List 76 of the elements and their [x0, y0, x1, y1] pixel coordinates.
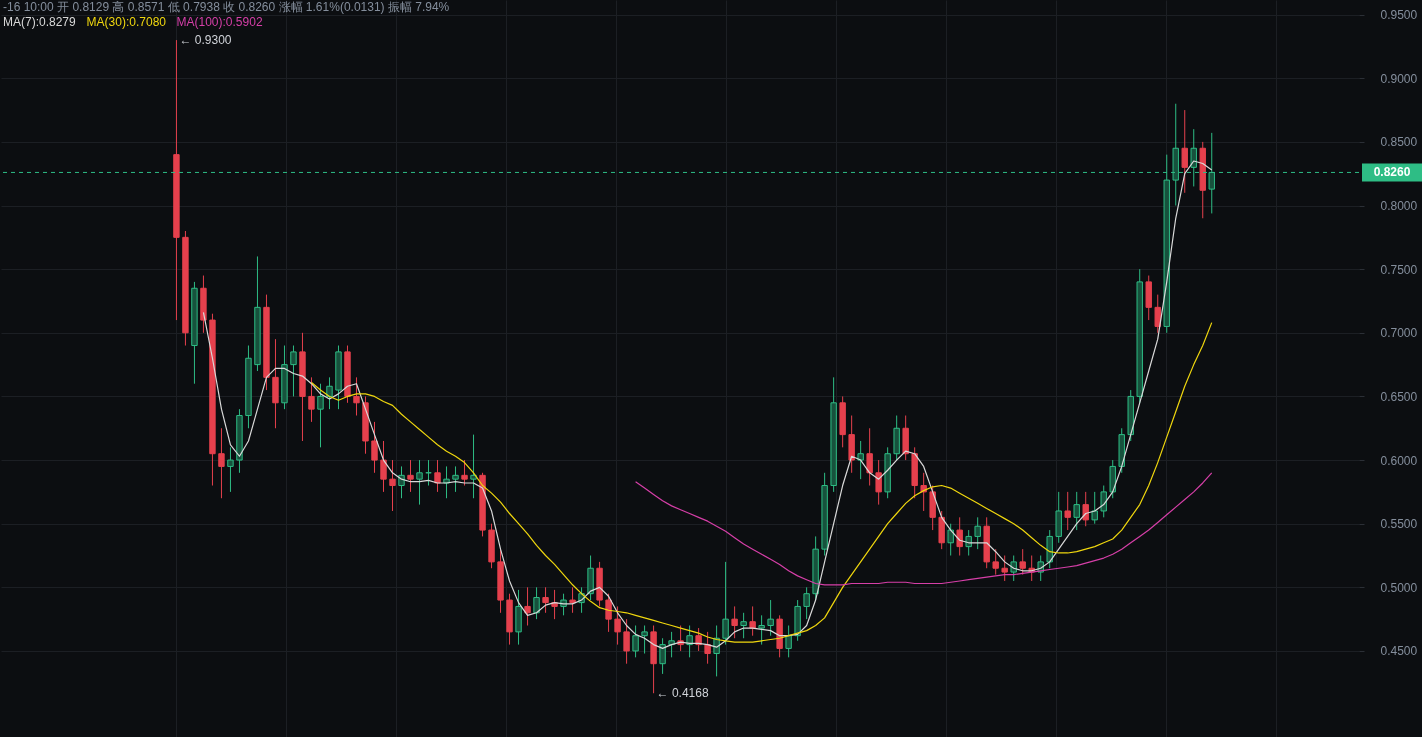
y-tick-label: 0.9500	[1380, 8, 1418, 23]
candlestick	[1019, 548, 1026, 576]
candlestick	[1091, 491, 1098, 525]
candlestick	[965, 529, 972, 557]
y-tick-label: 0.5000	[1380, 580, 1418, 595]
candlestick	[758, 614, 765, 646]
candlestick	[470, 434, 477, 499]
candlestick	[434, 459, 441, 493]
candlestick	[227, 446, 234, 493]
candlestick	[1073, 491, 1080, 531]
candlestick	[407, 459, 414, 493]
candlestick	[371, 421, 378, 474]
candlestick	[767, 599, 774, 637]
text: MA(100):0.5902	[176, 15, 263, 29]
candlestick	[1181, 109, 1188, 194]
y-tick-label: 0.7000	[1380, 326, 1418, 341]
annotation: ← 0.4168	[656, 686, 709, 701]
candlestick	[380, 440, 387, 493]
text: MA(7):0.8279	[3, 15, 77, 29]
candlestick	[920, 472, 927, 512]
candlestick	[524, 586, 531, 627]
candlestick	[695, 627, 702, 652]
y-tick-label: 0.8000	[1380, 199, 1418, 214]
y-tick-label: 0.5500	[1380, 517, 1418, 532]
candlestick	[1154, 294, 1161, 334]
y-tick-label: 0.6000	[1380, 453, 1418, 468]
candlestick	[569, 586, 576, 614]
ref-line-label: 0.8260	[1373, 165, 1411, 180]
candlestick	[659, 637, 666, 675]
candlestick	[290, 345, 297, 397]
candlestick	[875, 459, 882, 506]
candlestick	[452, 465, 459, 493]
y-tick-label: 0.7500	[1380, 262, 1418, 277]
candlestick	[398, 465, 405, 499]
candlestick	[1001, 555, 1008, 582]
candlestick	[857, 440, 864, 480]
candlestick	[416, 459, 423, 506]
candlestick	[632, 625, 639, 658]
candlestick	[605, 593, 612, 633]
candlestick	[785, 625, 792, 658]
candlestick	[731, 605, 738, 639]
candlestick	[974, 516, 981, 550]
candlestick	[704, 631, 711, 665]
candlestick	[389, 459, 396, 512]
candlestick	[461, 459, 468, 487]
y-tick-label: 0.6500	[1380, 389, 1418, 404]
candlestick	[947, 523, 954, 557]
candlestick	[686, 625, 693, 658]
annotation: -16 10:00 开 0.8129 高 0.8571 低 0.7938 收 0.8260 涨幅 1.61%(0.0131) 振幅 7.94%	[3, 0, 450, 14]
candlestick	[641, 625, 648, 655]
candlestick	[1064, 491, 1071, 531]
annotation: ← 0.9300	[179, 33, 232, 48]
candlestick	[623, 618, 630, 665]
candlestick	[353, 376, 360, 417]
text: MA(30):0.7080	[86, 15, 167, 29]
candlestick	[866, 427, 873, 487]
candlestick	[1100, 485, 1107, 518]
candlestick	[218, 427, 225, 499]
candlestick	[992, 548, 999, 576]
candlestick	[722, 561, 729, 646]
candlestick	[740, 612, 747, 639]
y-tick-label: 0.9000	[1380, 71, 1418, 86]
candlestick	[542, 586, 549, 614]
candlestick	[1010, 555, 1017, 582]
candlestick	[749, 605, 756, 637]
candlestick	[308, 376, 315, 423]
candlestick	[803, 586, 810, 620]
line-series	[634, 472, 1213, 586]
y-tick-label: 0.4500	[1380, 644, 1418, 659]
candlestick	[614, 605, 621, 646]
candlestick	[1082, 491, 1089, 527]
y-tick-label: 0.8500	[1380, 135, 1418, 150]
candlestick	[956, 516, 963, 557]
candlestick	[533, 586, 540, 620]
candlestick	[317, 383, 324, 448]
candlestick	[326, 376, 333, 410]
